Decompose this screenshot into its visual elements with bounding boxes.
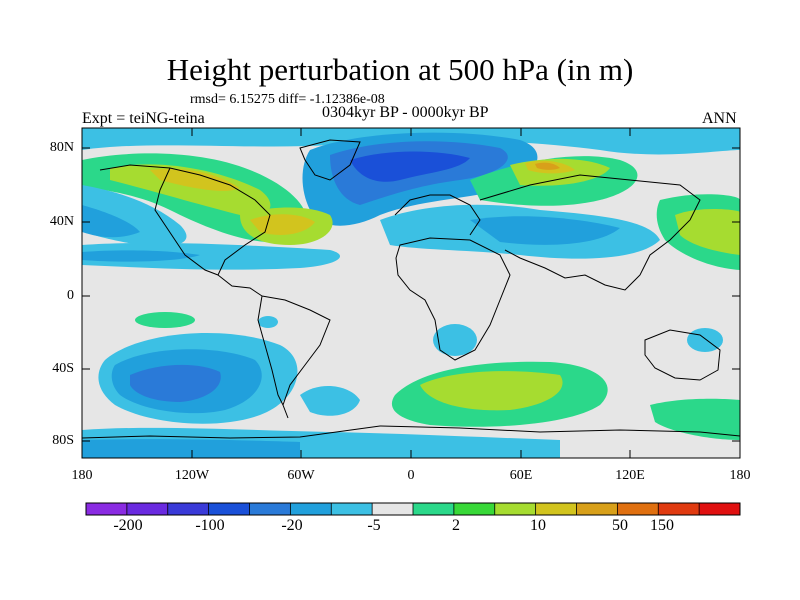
colorbar-swatch <box>494 503 536 515</box>
lon-label: 120E <box>615 468 645 483</box>
period-label: 0304kyr BP - 0000kyr BP <box>322 104 489 121</box>
colorbar-swatch <box>617 503 659 515</box>
colorbar-tick-label: 150 <box>650 517 674 534</box>
colorbar-swatch <box>413 503 455 515</box>
colorbar-swatch <box>699 503 741 515</box>
axis-ticks <box>82 128 740 458</box>
colorbar-swatch <box>167 503 209 515</box>
colorbar-swatch <box>331 503 373 515</box>
colorbar-swatch <box>453 503 496 515</box>
stats-text: rmsd= 6.15275 diff= -1.12386e-08 <box>190 92 385 107</box>
lat-label: 40N <box>49 214 74 229</box>
season-label: ANN <box>702 110 737 127</box>
lat-label: 80N <box>49 140 74 155</box>
lon-label: 120W <box>174 468 210 483</box>
lon-label: 60E <box>509 468 533 483</box>
lon-label: 0 <box>407 468 415 483</box>
lon-label: 180 <box>71 468 93 483</box>
lat-label: 0 <box>67 288 74 303</box>
colorbar-swatch <box>372 503 414 515</box>
colorbar-swatch <box>126 503 169 515</box>
lat-label: 80S <box>52 433 74 448</box>
colorbar-swatch <box>208 503 250 515</box>
colorbar-tick-label: -5 <box>367 517 381 534</box>
colorbar-swatch <box>658 503 700 515</box>
colorbar-tick-label: 2 <box>452 517 460 534</box>
height-field <box>82 128 740 458</box>
colorbar-swatch <box>86 503 128 515</box>
plot-title: Height perturbation at 500 hPa (in m) <box>166 52 634 87</box>
colorbar-swatch <box>576 503 618 515</box>
lat-label: 40S <box>52 361 74 376</box>
colorbar-tick-label: -20 <box>281 517 303 534</box>
colorbar <box>85 502 741 516</box>
lon-label: 180 <box>729 468 751 483</box>
colorbar-tick-label: -100 <box>195 517 225 534</box>
coastlines <box>82 139 740 439</box>
colorbar-tick-label: 10 <box>530 517 546 534</box>
colorbar-swatch <box>535 503 577 515</box>
colorbar-swatch <box>290 503 332 515</box>
colorbar-tick-label: 50 <box>612 517 628 534</box>
experiment-label: Expt = teiNG-teina <box>82 110 205 127</box>
lon-label: 60W <box>287 468 315 483</box>
colorbar-swatch <box>249 503 291 515</box>
colorbar-tick-label: -200 <box>113 517 143 534</box>
